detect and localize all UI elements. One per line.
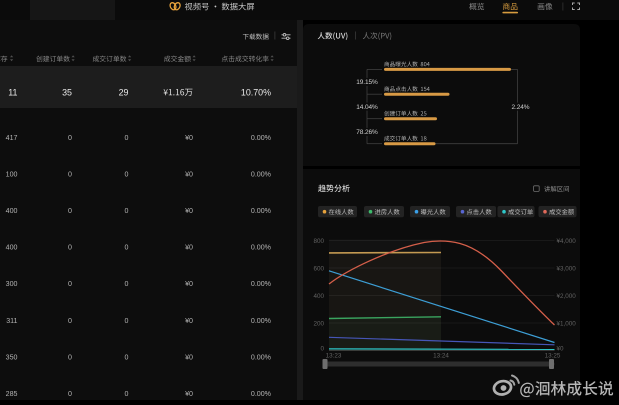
svg-text:300: 300 [6, 280, 18, 288]
svg-text:¥0: ¥0 [185, 171, 193, 179]
svg-text:¥4,000: ¥4,000 [557, 238, 577, 245]
svg-text:0.00%: 0.00% [251, 171, 272, 179]
svg-text:11: 11 [8, 87, 17, 97]
svg-text:0: 0 [320, 346, 324, 353]
svg-text:400: 400 [6, 207, 18, 215]
svg-text:¥0: ¥0 [185, 317, 193, 325]
svg-text:417: 417 [6, 134, 18, 142]
svg-text:0.00%: 0.00% [251, 353, 272, 361]
svg-text:0: 0 [68, 390, 72, 398]
svg-text:311: 311 [6, 317, 17, 325]
svg-text:800: 800 [313, 238, 324, 245]
svg-text:0.00%: 0.00% [251, 390, 272, 398]
svg-text:0: 0 [125, 244, 129, 252]
svg-text:0: 0 [68, 171, 72, 179]
svg-text:400: 400 [313, 293, 324, 300]
svg-text:10.70%: 10.70% [241, 87, 271, 97]
svg-text:0.00%: 0.00% [251, 244, 272, 252]
svg-text:0.00%: 0.00% [251, 134, 272, 142]
svg-text:0: 0 [68, 134, 72, 142]
svg-text:¥0: ¥0 [557, 346, 565, 353]
svg-text:350: 350 [6, 353, 18, 361]
svg-text:¥0: ¥0 [185, 390, 193, 398]
svg-text:2.24%: 2.24% [512, 104, 530, 111]
svg-text:0: 0 [125, 171, 129, 179]
svg-text:0: 0 [125, 280, 129, 288]
svg-text:0: 0 [125, 134, 129, 142]
svg-text:19.15%: 19.15% [356, 79, 378, 86]
svg-text:0: 0 [68, 317, 72, 325]
svg-text:¥0: ¥0 [185, 280, 193, 288]
svg-text:¥1,000: ¥1,000 [557, 320, 577, 327]
svg-text:0.00%: 0.00% [251, 207, 272, 215]
svg-text:29: 29 [119, 87, 129, 97]
svg-text:35: 35 [62, 87, 72, 97]
svg-text:0.00%: 0.00% [251, 280, 272, 288]
svg-text:78.26%: 78.26% [356, 129, 378, 136]
svg-text:400: 400 [6, 244, 18, 252]
svg-text:13:24: 13:24 [433, 352, 449, 359]
svg-text:0: 0 [125, 317, 129, 325]
svg-text:13:25: 13:25 [545, 352, 561, 359]
svg-text:0: 0 [125, 207, 129, 215]
svg-text:285: 285 [6, 390, 18, 398]
svg-text:14.04%: 14.04% [356, 104, 378, 111]
svg-text:0: 0 [68, 244, 72, 252]
svg-text:200: 200 [313, 320, 324, 327]
svg-text:13:23: 13:23 [326, 352, 342, 359]
svg-text:0: 0 [68, 353, 72, 361]
svg-text:0: 0 [125, 353, 129, 361]
svg-text:600: 600 [313, 265, 324, 272]
svg-text:100: 100 [6, 171, 18, 179]
svg-text:¥0: ¥0 [185, 134, 193, 142]
svg-text:¥3,000: ¥3,000 [557, 265, 577, 272]
svg-text:¥0: ¥0 [185, 244, 193, 252]
svg-text:0: 0 [68, 207, 72, 215]
svg-text:¥0: ¥0 [185, 353, 193, 361]
svg-text:0: 0 [68, 280, 72, 288]
svg-text:¥0: ¥0 [185, 207, 193, 215]
svg-text:¥2,000: ¥2,000 [557, 293, 577, 300]
svg-text:0: 0 [125, 390, 129, 398]
svg-text:0.00%: 0.00% [251, 317, 272, 325]
